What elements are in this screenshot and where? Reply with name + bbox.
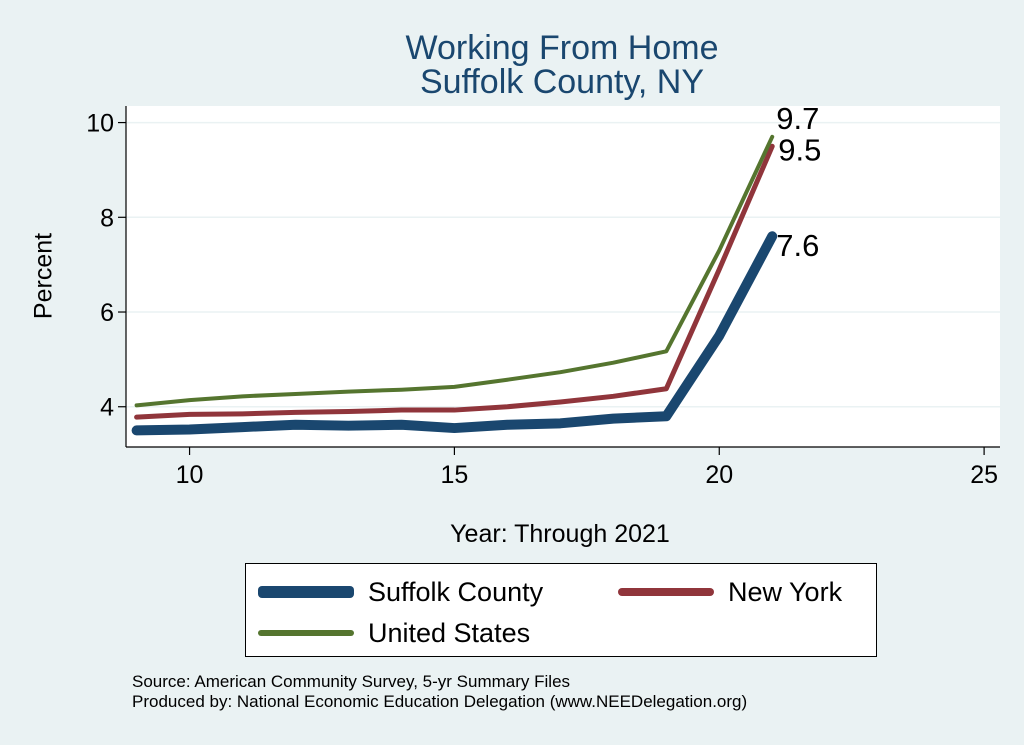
series-lines xyxy=(131,134,778,436)
x-tick-label: 10 xyxy=(176,461,204,489)
x-tick-label: 20 xyxy=(705,461,733,489)
y-tick-label: 10 xyxy=(86,110,114,138)
legend-item-suffolk-county: Suffolk County xyxy=(258,577,543,607)
y-tick-label: 4 xyxy=(100,394,114,422)
x-tick-label: 15 xyxy=(441,461,469,489)
series-line-united-states xyxy=(134,134,775,408)
end-labels: 7.6 9.59.7 xyxy=(776,101,821,263)
series-line-suffolk-county xyxy=(131,231,778,436)
end-label-suffolk-county: 7.6 xyxy=(776,228,819,263)
legend-swatch-suffolk-county xyxy=(258,586,354,598)
source-note: Source: American Community Survey, 5-yr … xyxy=(132,672,571,691)
legend-item-new-york: New York xyxy=(618,577,842,607)
legend: Suffolk County New York United States xyxy=(245,563,877,657)
legend-label-new-york: New York xyxy=(728,576,843,607)
y-axis-label: Percent xyxy=(29,232,58,320)
chart-title: Working From Home xyxy=(405,29,719,67)
legend-swatch-united-states xyxy=(258,630,354,636)
legend-swatch-new-york xyxy=(618,588,714,596)
grid-lines xyxy=(126,121,1000,408)
end-label-united-states: 9.7 xyxy=(776,101,819,136)
end-label-new-york: 9.5 xyxy=(778,132,821,167)
legend-label-suffolk-county: Suffolk County xyxy=(368,576,544,607)
axes: 4 6 8 10 10 15 20 25 xyxy=(86,106,1000,489)
producer-note: Produced by: National Economic Education… xyxy=(132,692,748,711)
series-line-new-york xyxy=(134,143,775,420)
legend-label-united-states: United States xyxy=(368,617,531,648)
x-axis-label: Year: Through 2021 xyxy=(450,520,670,548)
plot-area xyxy=(126,106,1000,447)
y-tick-label: 8 xyxy=(100,204,114,232)
chart-subtitle: Suffolk County, NY xyxy=(419,63,705,101)
y-tick-label: 6 xyxy=(100,299,114,327)
legend-item-united-states: United States xyxy=(258,618,530,648)
x-tick-label: 25 xyxy=(970,461,998,489)
